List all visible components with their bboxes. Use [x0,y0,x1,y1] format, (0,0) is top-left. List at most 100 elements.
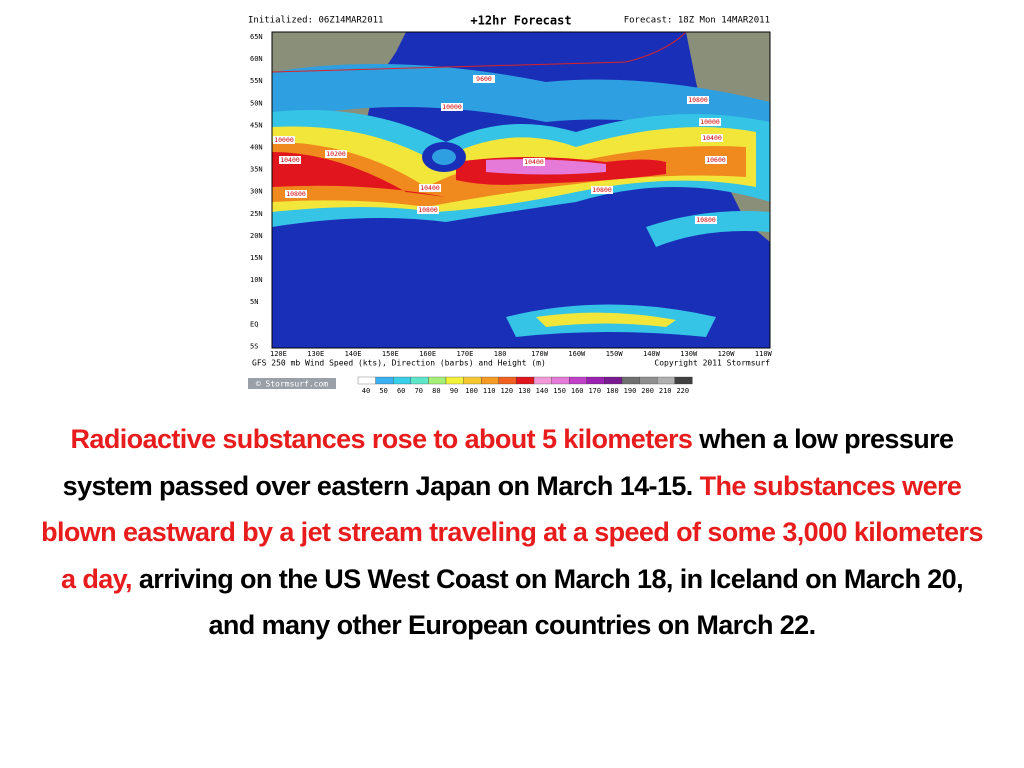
scale-swatch [586,376,605,385]
scale-swatch [357,376,376,385]
longitude-label: 150W [606,350,624,358]
latitude-label: 55N [250,77,263,85]
scale-label: 190 [624,387,637,395]
contour-label-box [285,190,307,198]
latitude-label: 40N [250,144,263,152]
scale-label: 60 [397,387,405,395]
contour-label: 10800 [286,190,306,198]
latitude-label: 10N [250,276,263,284]
contour-label-box [591,186,613,194]
watermark-box [248,378,336,389]
latitude-label: 45N [250,121,263,129]
longitude-label: 170E [457,350,474,358]
scale-swatch [674,376,693,385]
scale-swatch [428,376,447,385]
scale-label: 170 [588,387,601,395]
contour-label: 10800 [696,216,716,224]
scale-swatch [533,376,552,385]
longitude-label: 160E [419,350,436,358]
text-red: Radioactive substances rose to about 5 k… [70,424,693,454]
scale-label: 90 [450,387,458,395]
map-forecast: Forecast: 18Z Mon 14MAR2011 [624,16,770,26]
contour-label-box [325,150,347,158]
contour-label-box [701,134,723,142]
contour-label: 10400 [280,156,300,164]
scale-label: 70 [415,387,423,395]
latitude-label: EQ [250,320,258,328]
scale-swatch [569,376,587,385]
scale-swatch [621,376,640,385]
text-black: arriving on the US West Coast on March 1… [138,563,964,641]
latitude-label: 15N [250,254,263,262]
scale-label: 50 [379,387,387,395]
contour-label-box [705,156,727,164]
map-caption: GFS 250 mb Wind Speed (kts), Direction (… [252,359,546,368]
slide-text: Radioactive substances rose to about 5 k… [40,416,984,649]
scale-label: 220 [676,387,689,395]
map-initialized: Initialized: 06Z14MAR2011 [248,16,383,26]
contour-label-box [687,96,709,104]
scale-swatch [410,376,429,385]
latitude-label: 50N [250,99,263,107]
contour-label-box [417,206,439,214]
scale-label: 40 [362,387,370,395]
scale-label: 200 [641,387,654,395]
contour-label-box [279,156,301,164]
scale-label: 180 [606,387,619,395]
longitude-label: 140W [643,350,661,358]
longitude-label: 120E [270,350,287,358]
map-copyright: Copyright 2011 Stormsurf [654,359,770,368]
contour-label-box [699,118,721,126]
scale-swatch [463,376,482,385]
contour-label: 10400 [702,134,722,142]
contour-label-box [473,75,495,83]
contour-label-box [523,158,545,166]
latitude-label: 30N [250,188,263,196]
longitude-label: 120W [718,350,736,358]
contour-label: 10000 [700,118,720,126]
scale-label: 130 [518,387,531,395]
text-red: The substances were blown eastward by a … [41,470,983,594]
contour-label: 10400 [420,184,440,192]
contour-label: 10200 [326,150,346,158]
contour-label-box [695,216,717,224]
scale-label: 80 [432,387,440,395]
scale-swatch [481,376,499,385]
latitude-label: 60N [250,55,263,63]
contour-label: 10800 [418,206,438,214]
contour-label-box [441,103,463,111]
latitude-label: 35N [250,166,263,174]
latitude-label: 20N [250,232,263,240]
longitude-label: 110W [755,350,773,358]
longitude-label: 180 [494,350,507,358]
contour-label: 10600 [706,156,726,164]
latitude-label: 25N [250,210,263,218]
scale-label: 100 [465,387,478,395]
scale-swatch [375,376,394,385]
contour-label: 10400 [524,158,544,166]
longitude-label: 140E [345,350,362,358]
scale-label: 210 [659,387,672,395]
scale-swatch [639,376,658,385]
latitude-label: 5N [250,298,258,306]
contour-label-box [273,136,295,144]
text-black: when a low pressure system passed over e… [62,424,954,501]
scale-swatch [445,376,464,385]
jet-stream-map: Initialized: 06Z14MAR2011 +12hr Forecast… [246,12,776,398]
scale-swatch [516,376,535,385]
scale-label: 150 [553,387,566,395]
map-title: +12hr Forecast [470,14,571,28]
contour-label-box [419,184,441,192]
scale-swatch [551,376,570,385]
scale-label: 120 [500,387,513,395]
contour-label: 10800 [592,186,612,194]
contour-label: 10000 [442,103,462,111]
contour-label: 10800 [688,96,708,104]
longitude-label: 160W [568,350,586,358]
longitude-label: 130E [307,350,324,358]
scale-label: 140 [536,387,549,395]
contour-label: 9600 [476,75,492,83]
map-plot [271,31,771,349]
scale-swatch [657,376,675,385]
